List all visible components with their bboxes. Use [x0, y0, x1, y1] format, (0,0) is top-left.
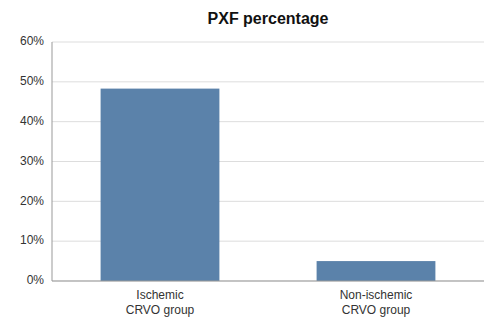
- y-tick-label: 0%: [27, 273, 45, 287]
- x-axis-line: [52, 281, 484, 282]
- y-tick-label: 60%: [20, 34, 44, 48]
- grid: [52, 42, 484, 281]
- x-tick-label: Non-ischemicCRVO group: [340, 288, 413, 317]
- x-axis: IschemicCRVO group Non-ischemicCRVO group: [126, 288, 413, 317]
- x-tick-label: IschemicCRVO group: [126, 288, 195, 317]
- chart: 0% 10% 20% 30% 40% 50% 60% IschemicCRVO group No…: [0, 0, 500, 333]
- y-tick-label: 10%: [20, 233, 44, 247]
- y-tick-label: 30%: [20, 154, 44, 168]
- y-tick-label: 20%: [20, 194, 44, 208]
- bars: [101, 89, 436, 281]
- grid-line: [52, 42, 484, 43]
- y-tick-label: 40%: [20, 114, 44, 128]
- grid-line: [52, 81, 484, 82]
- y-tick-label: 50%: [20, 74, 44, 88]
- bar: [317, 261, 436, 281]
- chart-container: 0% 10% 20% 30% 40% 50% 60% IschemicCRVO group No…: [0, 0, 500, 333]
- y-axis: 0% 10% 20% 30% 40% 50% 60%: [20, 34, 44, 287]
- title: PXF percentage: [208, 10, 329, 27]
- y-axis-line: [52, 42, 53, 281]
- grid-line: [52, 281, 484, 282]
- bar: [101, 89, 220, 281]
